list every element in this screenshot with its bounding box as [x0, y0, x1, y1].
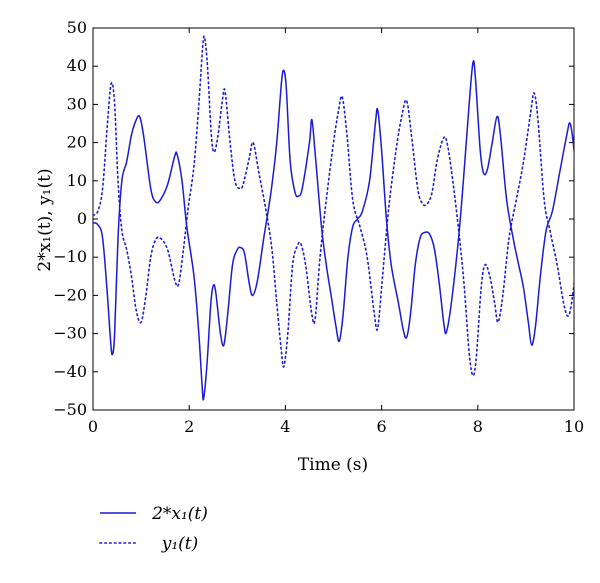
series-line-2 [93, 35, 574, 377]
x-tick-label: 10 [564, 417, 584, 436]
x-tick-label: 0 [88, 417, 98, 436]
y-tick-label: −10 [53, 247, 87, 266]
x-tick-label: 6 [377, 417, 387, 436]
x-tick-label: 8 [473, 417, 483, 436]
y-tick-label: 20 [67, 133, 87, 152]
y-tick-label: −50 [53, 400, 87, 419]
x-tick-label: 4 [280, 417, 290, 436]
legend-label-1: 2*x₁(t) [151, 504, 208, 524]
y-tick-label: 10 [67, 171, 87, 190]
legend-label-2: y₁(t) [161, 534, 199, 554]
series-layer [93, 35, 574, 401]
y-tick-label: 50 [67, 18, 87, 37]
y-tick-label: 30 [67, 94, 87, 113]
legend: 2*x₁(t) y₁(t) [99, 504, 208, 554]
plot-frame [92, 27, 575, 411]
y-axis-label: 2*x₁(t), y₁(t) [35, 168, 55, 271]
series-line-1 [93, 60, 574, 401]
y-tick-label: 40 [67, 56, 87, 75]
x-tick-label: 2 [184, 417, 194, 436]
y-tick-label: −40 [53, 362, 87, 381]
y-tick-label: 0 [77, 209, 87, 228]
plot-area [92, 27, 575, 411]
axis-ticks: 0 2 4 6 8 10 −50 −40 −30 −20 −10 0 10 20 30 40 50 [53, 18, 584, 436]
x-axis-label: Time (s) [298, 455, 368, 475]
y-tick-label: −20 [53, 285, 87, 304]
y-tick-label: −30 [53, 324, 87, 343]
